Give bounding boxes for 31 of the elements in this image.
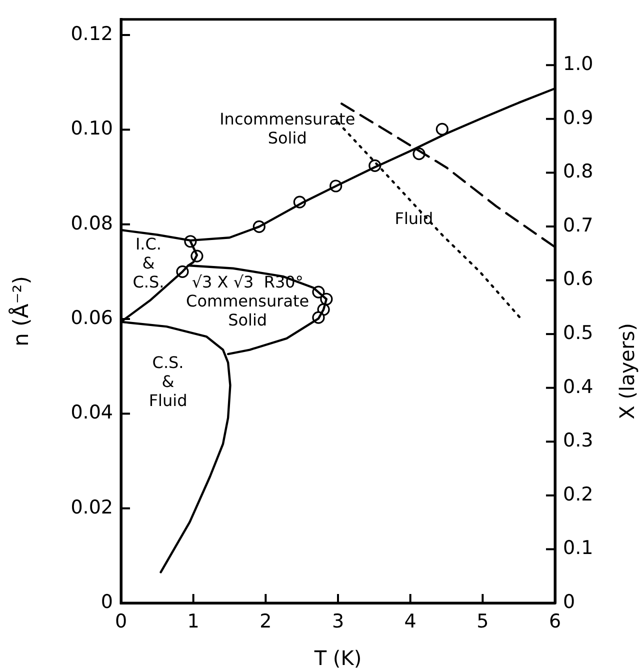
y-tick-label: 0.02 (70, 496, 113, 518)
y2-tick-label: 0.3 (563, 430, 594, 452)
x-tick-label: 6 (548, 610, 562, 632)
annotation: Incommensurate Solid (220, 109, 356, 148)
x-tick-label: 5 (476, 610, 489, 632)
x-axis-title: T (K) (313, 646, 362, 670)
y2-tick-label: 0.7 (563, 214, 594, 236)
annotation: C.S. & Fluid (148, 353, 188, 410)
y2-tick-label: 0.2 (563, 483, 594, 506)
y2-tick-label: 0.5 (563, 322, 594, 344)
y2-tick-label: 0.1 (563, 537, 594, 560)
x-tick-label: 4 (404, 610, 416, 632)
y-tick-label: 0.10 (70, 118, 113, 140)
y-tick-label: 0.06 (70, 306, 113, 329)
y2-axis-title: X (layers) (615, 323, 640, 420)
annotation: I.C. & C.S. (132, 234, 164, 292)
y2-tick-label: 0 (563, 590, 576, 613)
y2-tick-label: 0.8 (563, 160, 594, 183)
y2-tick-label: 0.6 (563, 268, 594, 290)
y-axis-title: n (Å⁻²) (8, 276, 34, 346)
y-tick-label: 0.08 (70, 212, 113, 234)
y-tick-label: 0 (100, 590, 113, 613)
x-tick-label: 3 (332, 610, 344, 632)
y2-tick-label: 0.4 (563, 376, 594, 398)
x-tick-label: 1 (187, 610, 200, 632)
x-tick-label: 0 (114, 610, 128, 632)
y-tick-label: 0.04 (70, 402, 113, 424)
y2-tick-label: 1.0 (563, 53, 594, 76)
y-tick-label: 0.12 (70, 22, 113, 45)
x-tick-label: 2 (260, 610, 272, 632)
y2-tick-label: 0.9 (563, 106, 594, 129)
